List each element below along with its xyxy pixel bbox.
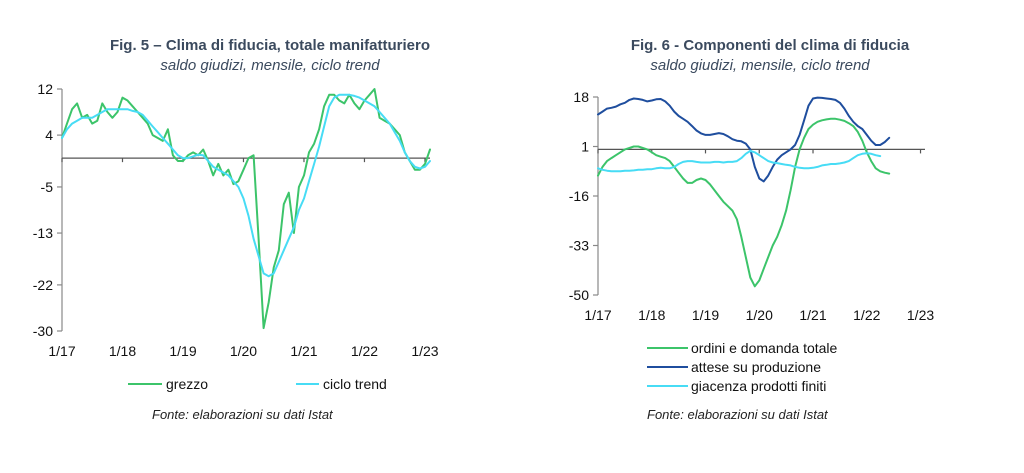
fig6-legend-label: ordini e domanda totale [691, 340, 838, 356]
fig5-title: Fig. 5 – Clima di fiducia, totale manifa… [109, 37, 431, 54]
fig5-series-ciclo-trend [61, 93, 431, 278]
fig5-x-tick-label: 1/20 [230, 343, 257, 359]
fig6-chart: 18 1 -16 -33 -50 1/17 1/18 1/19 1/20 1/21 1/22 1/23… [569, 89, 935, 394]
fig6-series-ordini-e-domanda-totale [597, 117, 891, 288]
fig5-y-tick-label: 12 [37, 81, 53, 97]
fig5-legend-label: ciclo trend [323, 376, 387, 392]
fig5-y-tick-label: -30 [33, 323, 53, 339]
fig5-y-tick-label: 4 [45, 127, 53, 143]
fig6-series-attese-su-produzione [597, 96, 891, 183]
fig6-source: Fonte: elaborazioni su dati Istat [647, 407, 828, 422]
fig5-source: Fonte: elaborazioni su dati Istat [152, 407, 333, 422]
fig6-subtitle: saldo giudizi, mensile, ciclo trend [650, 57, 870, 74]
fig6-x-tick-label: 1/18 [638, 307, 665, 323]
fig5-legend-label: grezzo [166, 376, 208, 392]
fig5-series-grezzo [61, 88, 431, 330]
fig6-legend-label: attese su produzione [691, 359, 821, 375]
fig6-x-tick-label: 1/23 [907, 307, 934, 323]
fig5-chart: 12 4 -5 -13 -22 -30 1/17 1/18 1/19 1/20 1/21 1/22 1/… [33, 81, 439, 392]
fig6-x-tick-label: 1/19 [692, 307, 719, 323]
fig5-subtitle: saldo giudizi, mensile, ciclo trend [160, 57, 380, 74]
fig5-y-tick-label: -5 [41, 179, 54, 195]
fig6-x-tick-label: 1/21 [799, 307, 826, 323]
fig6-y-tick-label: 18 [573, 89, 589, 105]
fig5-x-tick-label: 1/17 [48, 343, 75, 359]
fig5-y-tick-label: -13 [33, 225, 53, 241]
fig5-x-tick-label: 1/21 [290, 343, 317, 359]
fig6-legend-label: giacenza prodotti finiti [691, 378, 826, 394]
fig6-y-tick-label: -50 [569, 287, 589, 303]
fig6-y-tick-label: 1 [581, 139, 589, 155]
fig5-x-tick-label: 1/23 [411, 343, 438, 359]
fig5-y-tick-label: -22 [33, 277, 53, 293]
fig5-x-tick-label: 1/22 [351, 343, 378, 359]
fig6-x-tick-label: 1/22 [853, 307, 880, 323]
fig5-x-tick-label: 1/19 [169, 343, 196, 359]
fig6-x-tick-label: 1/17 [584, 307, 611, 323]
fig6-y-tick-label: -33 [569, 238, 589, 254]
fig6-series-giacenza-prodotti-finiti [597, 149, 882, 173]
fig5-x-tick-label: 1/18 [109, 343, 136, 359]
fig6-y-tick-label: -16 [569, 188, 589, 204]
fig6-x-tick-label: 1/20 [746, 307, 773, 323]
fig6-title: Fig. 6 - Componenti del clima di fiducia [630, 37, 910, 54]
